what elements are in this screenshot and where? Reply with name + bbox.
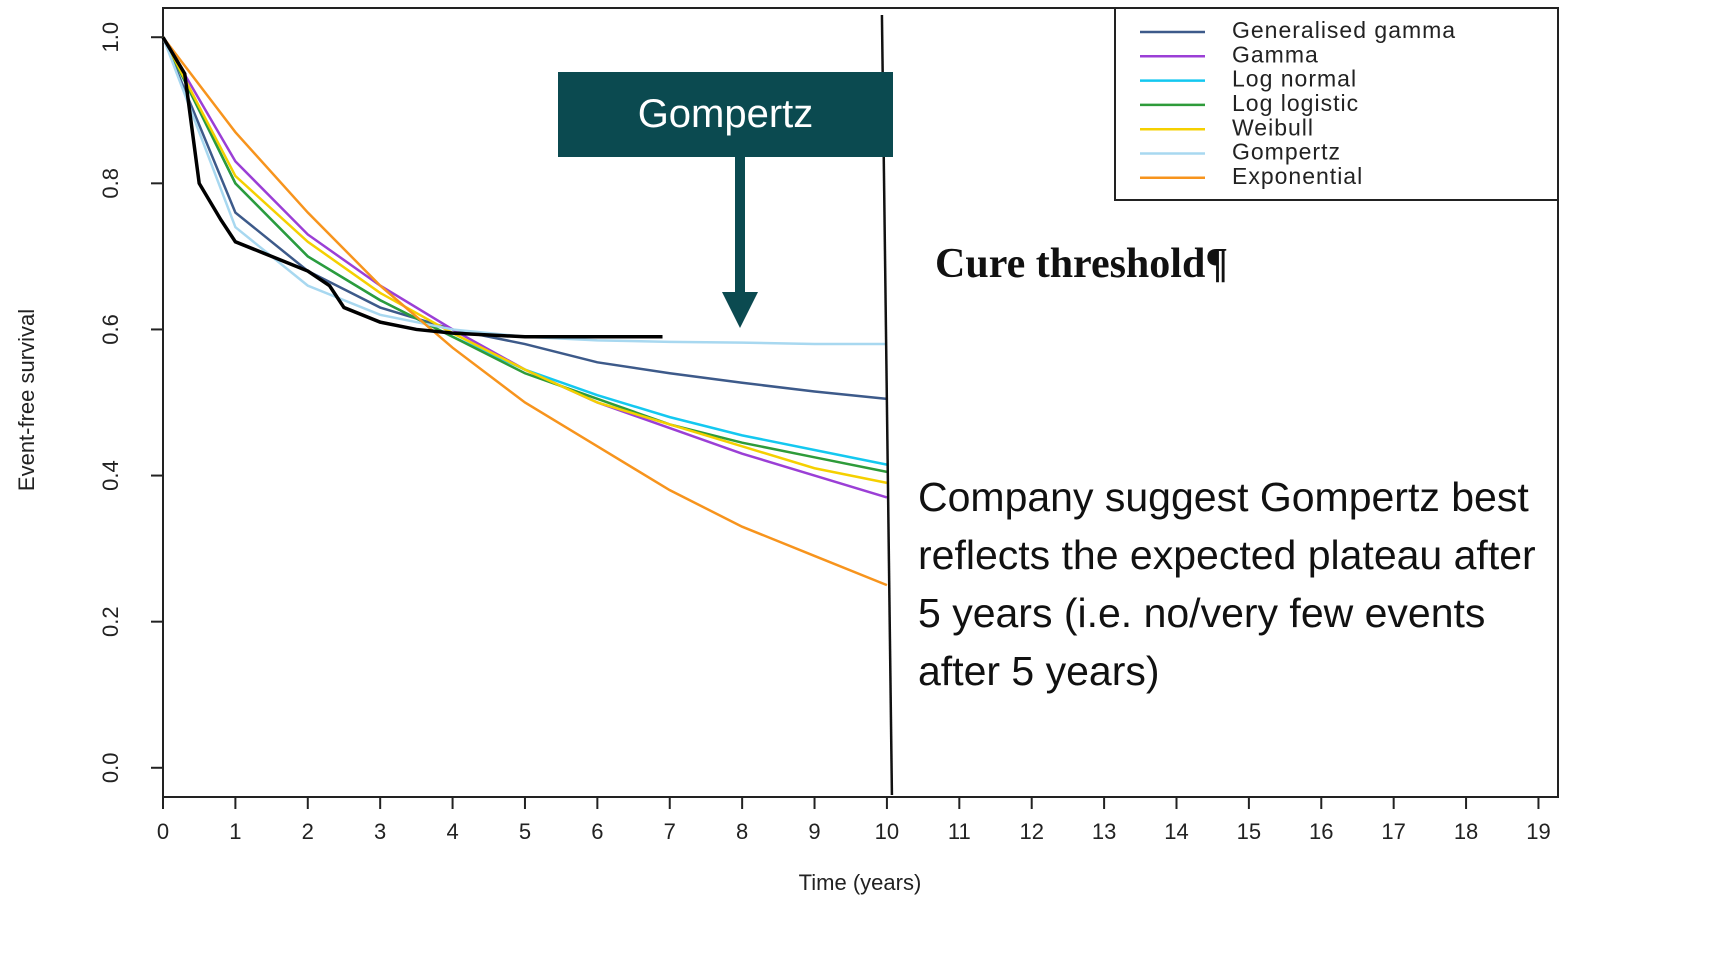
y-tick-label: 1.0: [98, 22, 123, 53]
x-tick-label: 2: [302, 819, 314, 844]
cure-threshold: Cure threshold¶: [935, 241, 1228, 287]
x-tick-label: 16: [1309, 819, 1333, 844]
series-line: [161, 36, 663, 339]
x-tick-label: 17: [1381, 819, 1405, 844]
x-tick-label: 10: [875, 819, 899, 844]
y-axis-label: Event-free survival: [14, 309, 39, 491]
note: Company suggest Gompertz best reflects t…: [918, 474, 1536, 694]
arrow-head: [722, 292, 758, 328]
legend-label: Log logistic: [1232, 90, 1359, 116]
x-tick-label: 12: [1019, 819, 1043, 844]
x-tick-label: 8: [736, 819, 748, 844]
x-tick-label: 11: [948, 819, 971, 844]
y-tick-label: 0.8: [98, 168, 123, 199]
x-tick-label: 9: [808, 819, 820, 844]
legend-label: Generalised gamma: [1232, 17, 1456, 43]
legend-label: Exponential: [1232, 163, 1363, 189]
x-tick-label: 14: [1164, 819, 1188, 844]
x-tick-label: 13: [1092, 819, 1116, 844]
gompertz-callout: Gompertz: [558, 72, 893, 157]
x-tick-label: 5: [519, 819, 531, 844]
x-tick-label: 4: [446, 819, 458, 844]
series-line: [161, 36, 888, 401]
y-tick-label: 0.6: [98, 314, 123, 345]
legend-label: Gompertz: [1232, 139, 1341, 165]
x-tick-label: 7: [664, 819, 676, 844]
x-tick-label: 6: [591, 819, 603, 844]
x-tick-label: 1: [229, 819, 241, 844]
x-tick-label: 18: [1454, 819, 1478, 844]
series-line: [161, 36, 888, 485]
y-tick-label: 0.4: [98, 460, 123, 491]
x-axis-label: Time (years): [799, 870, 922, 895]
plot-frame: [162, 7, 1559, 798]
y-tick-label: 0.2: [98, 606, 123, 637]
x-tick-label: 0: [157, 819, 169, 844]
y-tick-label: 0.0: [98, 752, 123, 783]
legend-label: Weibull: [1232, 114, 1314, 140]
series-line: [161, 36, 888, 474]
legend-label: Gamma: [1232, 41, 1319, 67]
series-line: [162, 36, 888, 587]
x-tick-label: 19: [1526, 819, 1550, 844]
x-tick-label: 15: [1237, 819, 1261, 844]
legend-label: Log normal: [1232, 66, 1357, 92]
x-tick-label: 3: [374, 819, 386, 844]
